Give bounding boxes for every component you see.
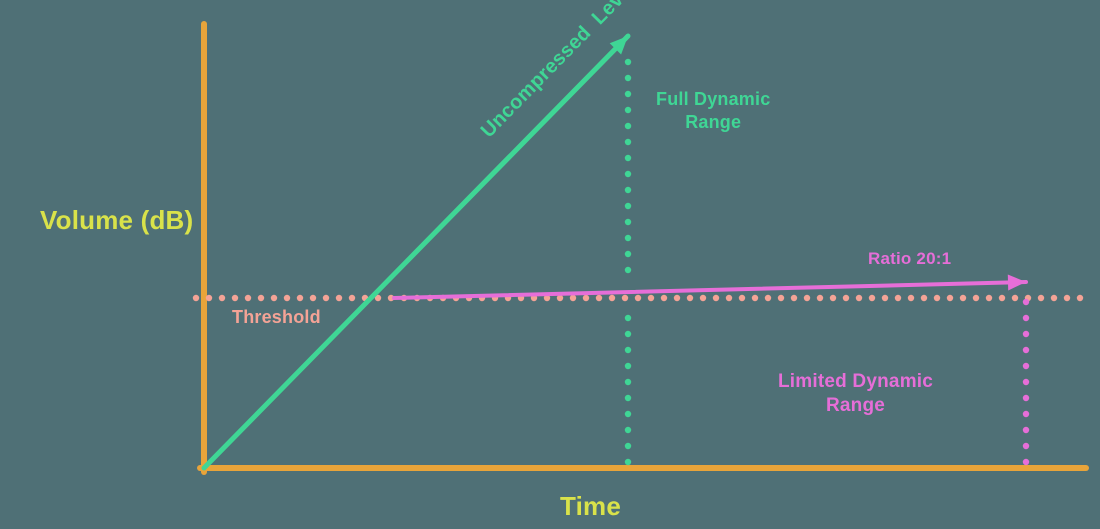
threshold-line [193,295,1083,301]
diagram-stage: Volume (dB) Time Threshold Uncompressed … [0,0,1100,529]
ratio-label: Ratio 20:1 [868,248,951,269]
limited-dynamic-range-label: Limited Dynamic Range [778,370,933,418]
x-axis-label: Time [560,490,621,523]
threshold-label: Threshold [232,306,321,329]
full-range-dots [625,59,631,465]
limited-range-dots [1023,299,1029,465]
limited-line [394,282,1026,298]
full-dynamic-range-label: Full Dynamic Range [656,88,770,133]
uncompressed-line [204,36,628,468]
y-axis-label: Volume (dB) [40,204,193,237]
